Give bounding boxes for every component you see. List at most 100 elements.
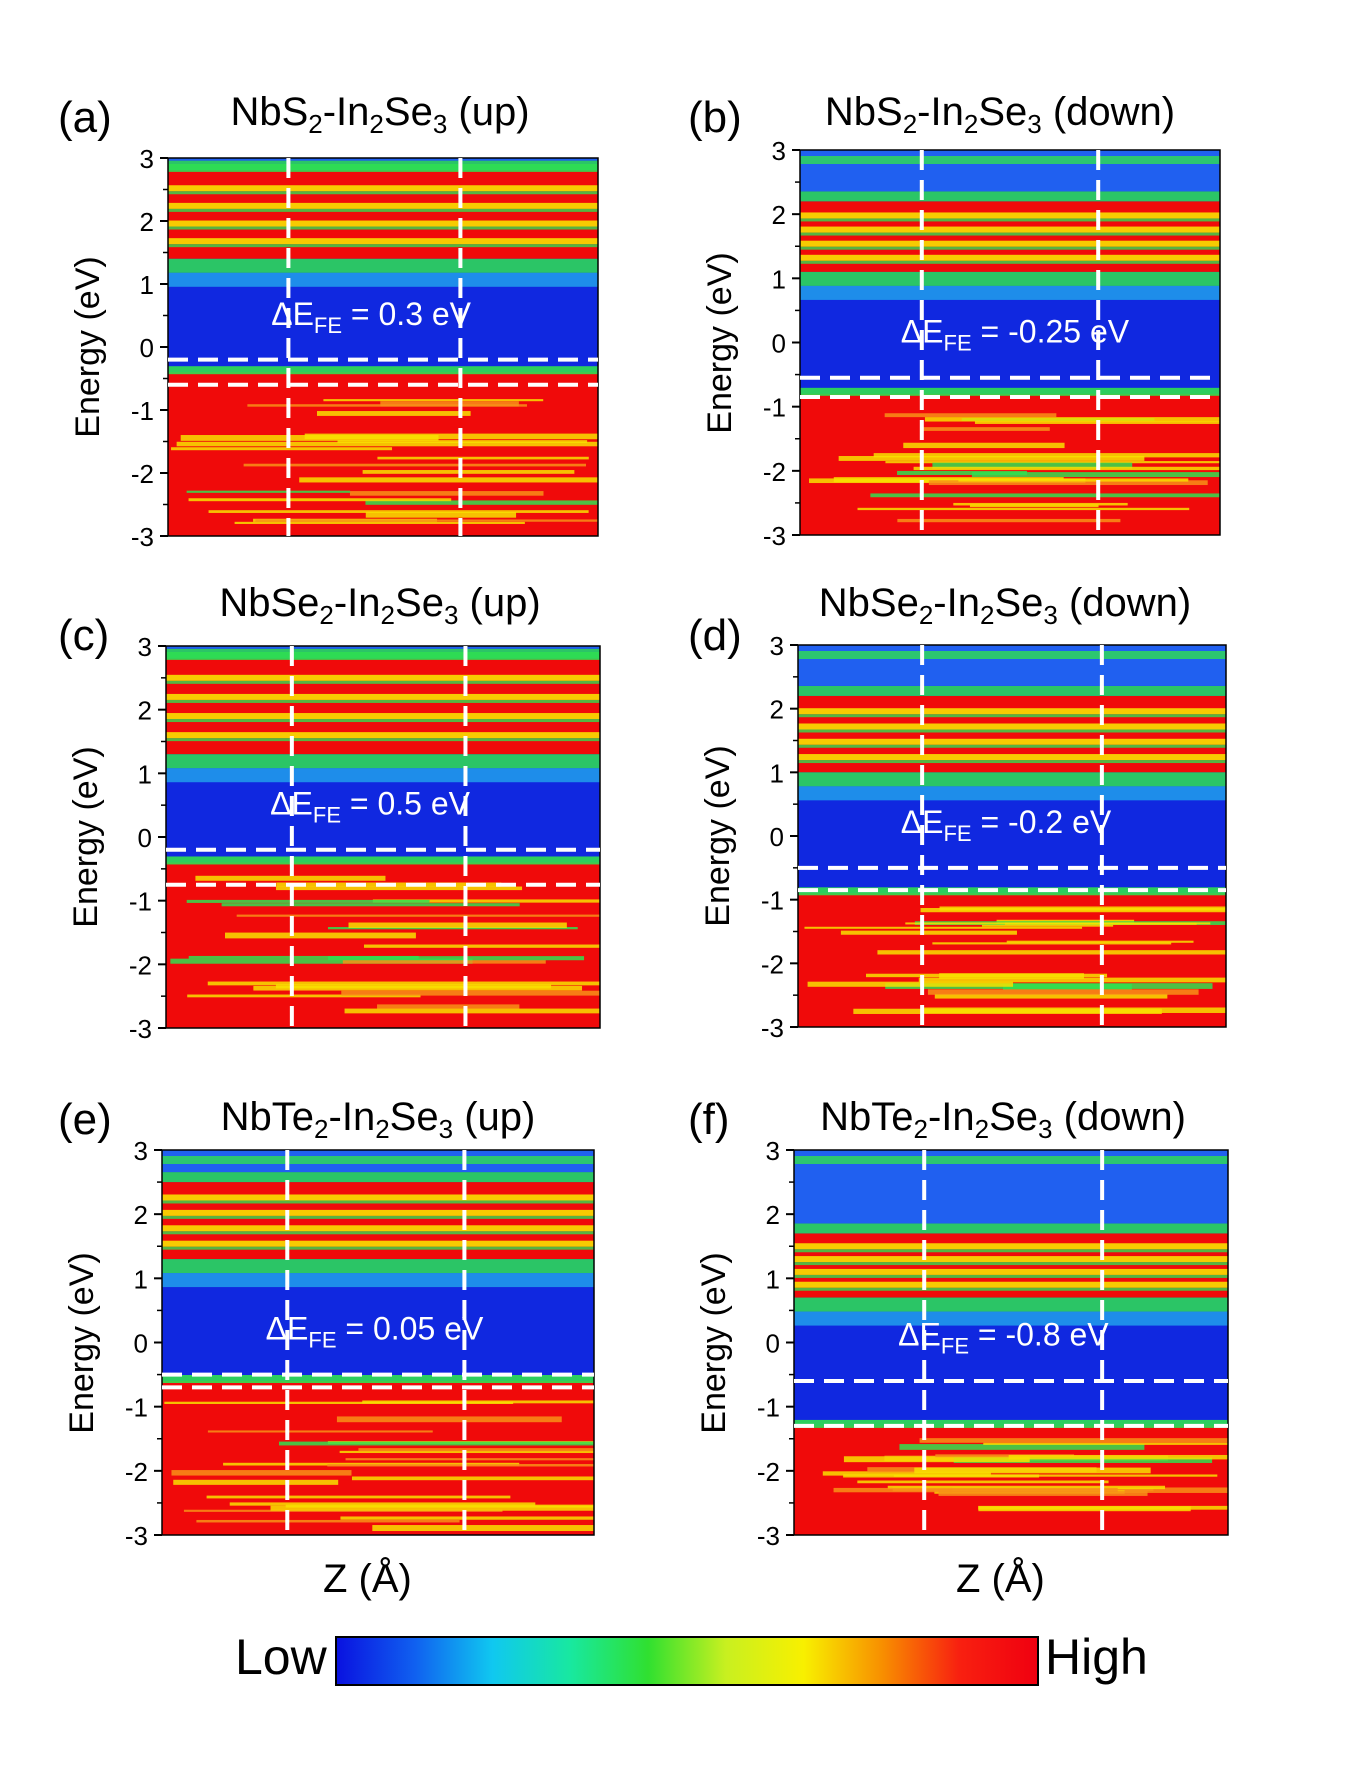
valence-streak <box>342 960 546 964</box>
conduction-stripe <box>168 238 598 245</box>
valence-streak <box>932 462 1133 469</box>
y-tick-label: 1 <box>134 1264 148 1294</box>
valence-streak <box>914 1467 1151 1474</box>
y-tick-label: 1 <box>766 1264 780 1294</box>
colorbar-high-label: High <box>1045 1629 1148 1685</box>
conduction-stripe <box>800 246 1220 250</box>
y-tick-label: -2 <box>763 457 786 487</box>
conduction-stripe <box>166 693 600 700</box>
y-tick-label: 2 <box>766 1200 780 1230</box>
valence-streak <box>276 886 523 891</box>
valence-streak <box>833 1487 1118 1493</box>
valence-streak <box>873 453 1220 458</box>
conduction-stripe <box>798 760 1226 764</box>
conduction-stripe <box>800 254 1220 261</box>
panel-letter: (c) <box>58 611 110 660</box>
valence-streak <box>229 1502 536 1506</box>
y-tick-label: -3 <box>125 1521 148 1551</box>
y-tick-label: -2 <box>757 1457 780 1487</box>
conduction-stripe <box>800 240 1220 247</box>
valence-edge <box>794 1419 1228 1428</box>
y-tick-label: -2 <box>131 459 154 489</box>
valence-streak <box>327 927 578 930</box>
valence-streak <box>345 1458 594 1461</box>
conduction-stripe <box>798 708 1226 715</box>
y-tick-label: 0 <box>766 1329 780 1359</box>
heatmap-cells <box>168 158 599 536</box>
upper-region <box>168 158 598 161</box>
conduction-edge <box>798 772 1226 787</box>
heatmap-plot: 3 2 1 0 -1 -2 -3 ΔEFE = -0.2 eV <box>761 631 1227 1043</box>
valence-streak <box>838 456 1145 461</box>
valence-streak <box>341 990 600 996</box>
panel-letter: (b) <box>688 93 742 142</box>
valence-streak <box>1008 1454 1228 1460</box>
valence-streak <box>939 906 1226 911</box>
conduction-stripe <box>162 1231 594 1235</box>
y-tick-label: 1 <box>770 758 784 788</box>
heatmap-cells <box>166 646 600 1028</box>
conduction-stripe <box>166 680 600 684</box>
valence-streak <box>897 470 1027 475</box>
conduction-stripe <box>166 738 600 742</box>
colorbar-low-label: Low <box>235 1629 327 1685</box>
valence-streak <box>372 899 600 903</box>
conduction-edge <box>798 786 1226 801</box>
y-tick-label: 3 <box>770 631 784 661</box>
valence-streak <box>171 1470 352 1476</box>
delta-e-annotation: ΔEFE = -0.25 eV <box>901 314 1130 356</box>
y-tick-label: -2 <box>761 949 784 979</box>
heatmap-plot: 3 2 1 0 -1 -2 -3 ΔEFE = 0.3 eV <box>131 144 599 552</box>
valence-streak <box>195 875 386 881</box>
valence-streak <box>304 433 598 440</box>
heatmap-plot: 3 2 1 0 -1 -2 -3 ΔEFE = 0.05 eV <box>125 1136 595 1551</box>
conduction-edge <box>162 1273 594 1288</box>
panel-letter: (d) <box>688 611 742 660</box>
panel-title: NbS2-In2Se3 (up) <box>230 90 530 139</box>
valence-band <box>162 1381 594 1535</box>
valence-streak <box>365 500 598 505</box>
delta-e-annotation: ΔEFE = 0.5 eV <box>270 786 470 828</box>
valence-streak <box>348 922 567 929</box>
y-ticks: 3 2 1 0 -1 -2 -3 <box>757 1136 794 1551</box>
conduction-stripe <box>800 218 1220 222</box>
y-ticks: 3 2 1 0 -1 -2 -3 <box>125 1136 162 1551</box>
valence-streak <box>903 442 1065 449</box>
y-tick-label: -2 <box>125 1457 148 1487</box>
valence-streak <box>953 1457 1213 1463</box>
valence-streak <box>349 491 544 496</box>
panel-letter: (e) <box>58 1095 112 1144</box>
heatmap-plot: 3 2 1 0 -1 -2 -3 ΔEFE = -0.25 eV <box>763 136 1221 551</box>
valence-streak <box>275 984 552 989</box>
conduction-stripe <box>162 1240 594 1247</box>
valence-streak <box>807 981 1014 987</box>
valence-streak <box>317 411 471 416</box>
conduction-stripe <box>794 1243 1228 1250</box>
conduction-stripe <box>168 185 598 192</box>
conduction-stripe <box>798 754 1226 761</box>
y-ticks: 3 2 1 0 -1 -2 -3 <box>131 144 168 552</box>
valence-streak <box>897 518 1121 523</box>
conduction-stripe <box>794 1268 1228 1275</box>
valence-streak <box>180 435 439 441</box>
conduction-stripe <box>798 744 1226 748</box>
conduction-edge <box>168 258 598 273</box>
valence-streak <box>928 480 1208 486</box>
conduction-stripe <box>166 713 600 720</box>
valence-streak <box>377 456 589 460</box>
valence-edge <box>166 856 600 865</box>
valence-streak <box>234 521 525 524</box>
conduction-stripe <box>162 1200 594 1204</box>
y-tick-label: -3 <box>129 1014 152 1044</box>
valence-streak <box>188 955 419 959</box>
panel-title: NbS2-In2Se3 (down) <box>824 90 1176 139</box>
dashed-lines <box>798 645 1226 1027</box>
valence-streak <box>938 1491 1148 1496</box>
valence-streak <box>340 1516 594 1520</box>
conduction-stripe <box>168 226 598 230</box>
y-tick-label: -1 <box>763 393 786 423</box>
panel-title: NbSe2-In2Se3 (down) <box>818 581 1192 630</box>
valence-streak <box>924 417 1220 422</box>
valence-streak <box>207 1430 433 1433</box>
y-tick-label: -1 <box>129 887 152 917</box>
